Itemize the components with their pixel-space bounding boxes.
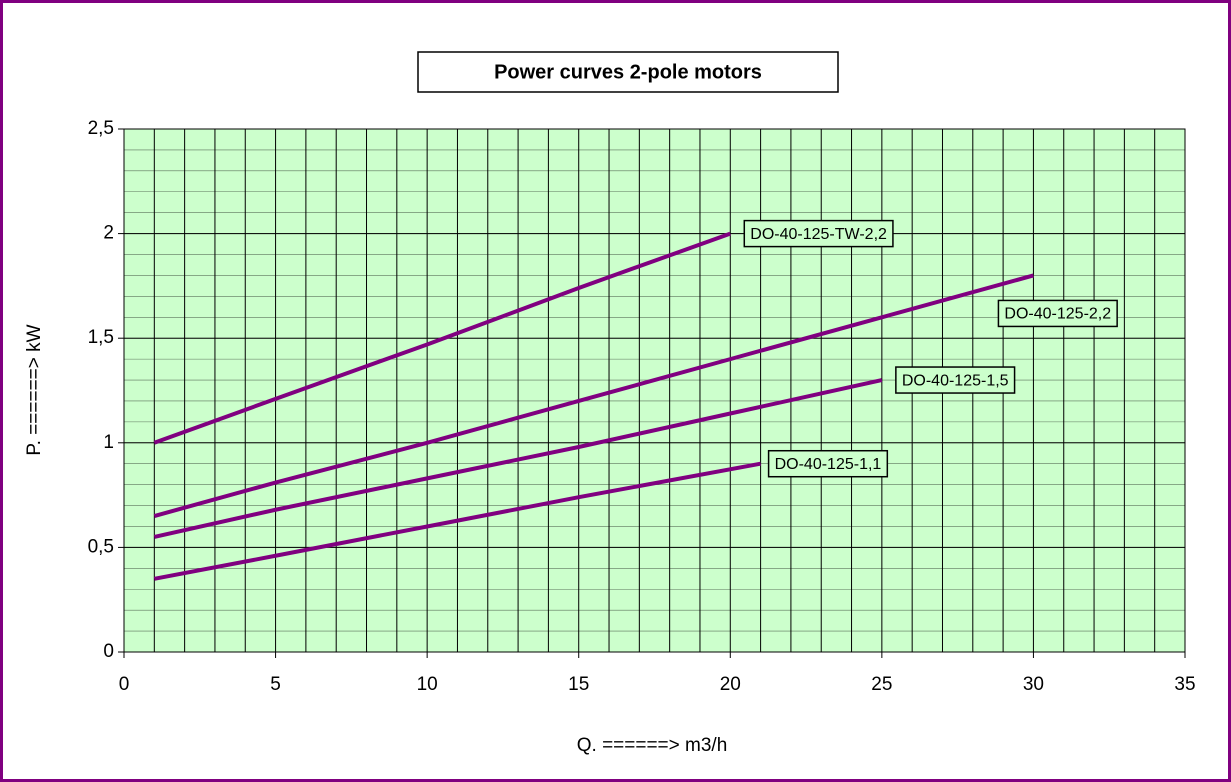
y-tick-label: 2,5	[88, 118, 114, 139]
series-label-box	[895, 366, 1016, 394]
series-line	[153, 461, 761, 581]
y-tick-label: 0	[103, 641, 114, 662]
series-label: DO-40-125-2,2	[1004, 306, 1111, 323]
series-label-box	[767, 449, 889, 478]
x-axis-title: Q. ======> m3/h	[577, 735, 728, 756]
y-tick-label: 1	[103, 432, 114, 453]
plot-border	[123, 128, 1186, 653]
y-tick-label: 0,5	[88, 536, 114, 557]
y-tick-label: 2	[103, 223, 114, 244]
x-tick-label: 30	[1023, 674, 1044, 695]
x-tick-label: 10	[417, 674, 438, 695]
x-tick-label: 15	[568, 674, 589, 695]
y-tick-label: 1,5	[88, 327, 114, 348]
title-box	[417, 51, 839, 93]
chart-title: Power curves 2-pole motors	[494, 61, 762, 83]
x-tick-label: 25	[871, 674, 892, 695]
series-line	[153, 378, 883, 539]
series-label: DO-40-125-TW-2,2	[750, 226, 887, 243]
y-axis-title: P. ======> kW	[24, 324, 45, 455]
series-label-box	[997, 299, 1118, 328]
plot-area	[124, 129, 1185, 652]
series-line	[153, 231, 731, 445]
series-line	[153, 273, 1034, 518]
x-tick-label: 20	[720, 674, 741, 695]
series-label: DO-40-125-1,1	[775, 456, 882, 473]
series-label-box	[743, 219, 894, 248]
x-tick-label: 0	[119, 674, 130, 695]
x-tick-label: 35	[1174, 674, 1195, 695]
x-tick-label: 5	[270, 674, 281, 695]
series-label: DO-40-125-1,5	[902, 372, 1009, 389]
